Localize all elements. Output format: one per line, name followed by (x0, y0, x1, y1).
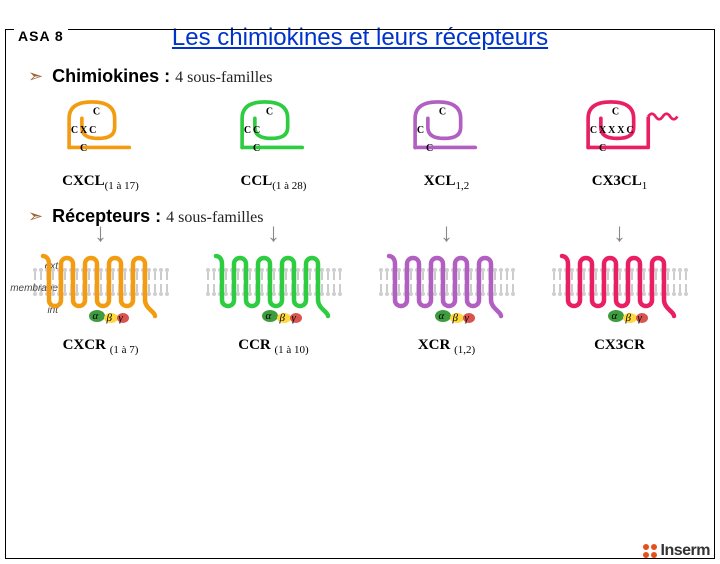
receptor-label-cell-cx3cr: CX3CR (533, 341, 706, 356)
receptor-label-cxcr: CXCR (1 à 7) (14, 337, 187, 356)
svg-text:C: C (243, 125, 250, 136)
receptor-label-cx3cr: CX3CR (533, 337, 706, 356)
svg-text:C: C (426, 143, 433, 154)
svg-text:C: C (92, 107, 99, 118)
svg-text:C: C (626, 125, 633, 136)
svg-text:C: C (253, 125, 260, 136)
svg-text:C: C (70, 125, 77, 136)
chemokine-icon-xcl: C C C (387, 91, 507, 173)
svg-text:C: C (265, 107, 272, 118)
chemokine-icon-cxcl: C CXC C (41, 91, 161, 173)
svg-text:X: X (617, 125, 625, 136)
svg-text:C: C (416, 125, 423, 136)
svg-text:C: C (599, 143, 606, 154)
receptor-label-cell-cxcr: CXCR (1 à 7) (14, 341, 187, 356)
chemokine-label-cx3cl: CX3CL1 (533, 173, 706, 192)
receptor-cxcr: α β γ (14, 242, 187, 337)
receptor-row: ext membrane int α β γ α β γ α β γ (0, 242, 720, 337)
svg-text:X: X (599, 125, 607, 136)
receptor-label-cell-xcr: XCR (1,2) (360, 341, 533, 356)
chemokine-label-cxcl: CXCL(1 à 17) (14, 173, 187, 192)
svg-text:X: X (80, 125, 88, 136)
svg-text:C: C (589, 125, 596, 136)
receptor-xcr: α β γ (360, 242, 533, 337)
receptor-label-ccr: CCR (1 à 10) (187, 337, 360, 356)
svg-text:C: C (253, 143, 260, 154)
svg-text:X: X (608, 125, 616, 136)
logo-dots-icon (643, 544, 657, 558)
chemokine-xcl: C C C XCL1,2 (360, 91, 533, 192)
receptor-cx3cr: α β γ (533, 242, 706, 337)
receptor-ccr: α β γ (187, 242, 360, 337)
inserm-logo: Inserm (643, 542, 710, 560)
chemokine-label-xcl: XCL1,2 (360, 173, 533, 192)
frame-label: ASA 8 (14, 28, 68, 44)
chemokine-icon-cx3cl: C CXXXC C (560, 91, 680, 173)
receptor-label-row: CXCR (1 à 7)CCR (1 à 10)XCR (1,2)CX3CR (0, 341, 720, 356)
receptor-label-xcr: XCR (1,2) (360, 337, 533, 356)
svg-text:C: C (89, 125, 96, 136)
chemokine-row: C CXC C CXCL(1 à 17) C CC C CCL(1 à 28) … (0, 91, 720, 192)
chemokine-cx3cl: C CXXXC C CX3CL1 (533, 91, 706, 192)
svg-text:C: C (80, 143, 87, 154)
receptor-label-cell-ccr: CCR (1 à 10) (187, 341, 360, 356)
chemokine-cxcl: C CXC C CXCL(1 à 17) (14, 91, 187, 192)
svg-text:C: C (611, 107, 618, 118)
svg-text:C: C (438, 107, 445, 118)
logo-text: Inserm (661, 542, 710, 560)
chemokine-label-ccl: CCL(1 à 28) (187, 173, 360, 192)
chemokine-ccl: C CC C CCL(1 à 28) (187, 91, 360, 192)
chemokine-icon-ccl: C CC C (214, 91, 334, 173)
